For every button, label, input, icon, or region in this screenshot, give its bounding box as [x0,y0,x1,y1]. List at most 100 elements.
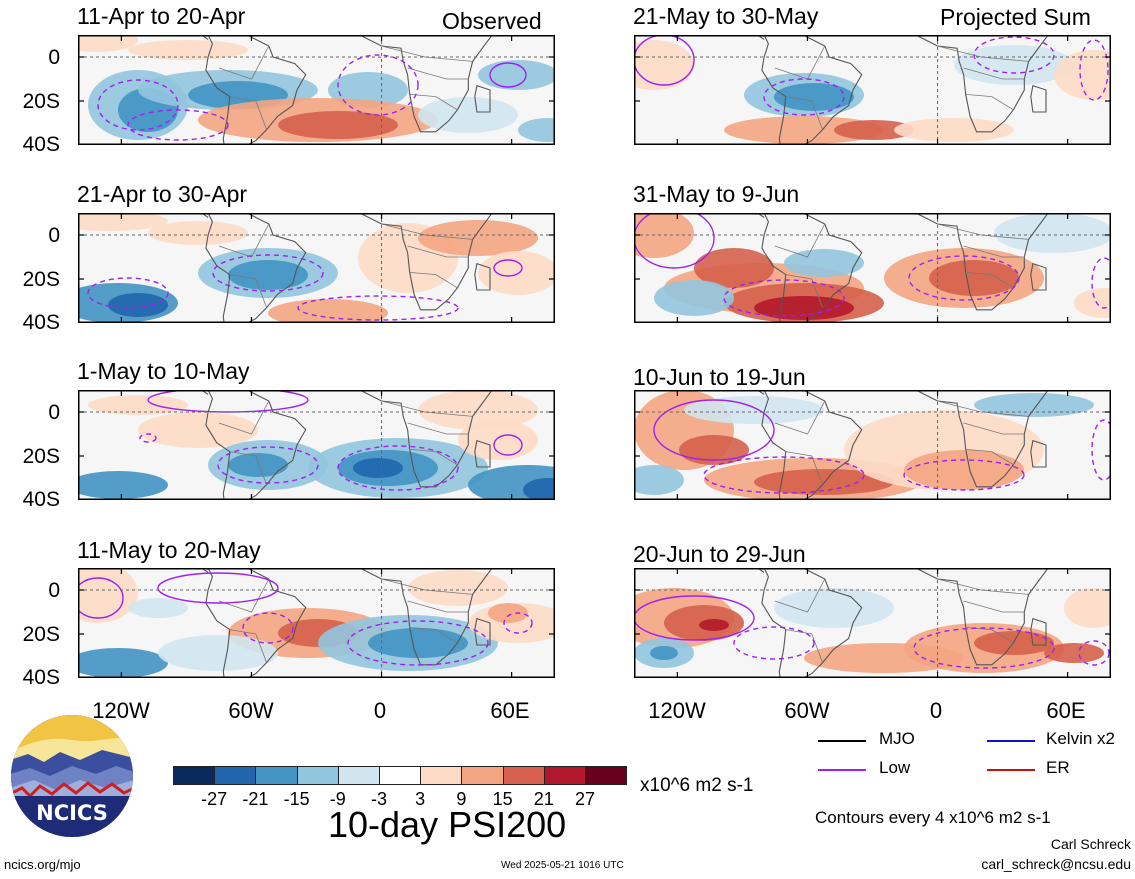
country-border [218,223,270,258]
colorbar-tick-label: 27 [574,789,596,809]
ncics-logo: NCICS [11,715,133,837]
coastline [761,390,863,500]
coastline [1030,84,1047,113]
country-border [381,578,473,595]
legend-line-er [987,769,1035,771]
country-border [937,45,1029,62]
map-panel-7 [634,390,1111,500]
country-border [937,223,1029,240]
low-frequency-contour [903,459,1025,491]
country-border [407,600,469,613]
low-frequency-contour [337,54,419,116]
country-border [229,451,267,485]
colorbar-tick-label: 3 [415,789,426,809]
coastline [205,35,307,145]
low-frequency-contour [1091,257,1111,309]
anomaly-region [699,619,729,631]
low-frequency-contour [78,577,124,619]
anomaly-region [650,646,678,660]
country-border [774,578,826,613]
anomaly-region [634,40,694,90]
country-border [381,45,473,62]
anomaly-region [268,299,388,323]
low-frequency-contour [763,78,845,116]
colorbar-cell [214,766,257,785]
low-frequency-contour [1079,39,1109,101]
low-frequency-contour [634,595,755,641]
chart-title: 10-day PSI200 [328,804,567,845]
country-border [774,223,826,258]
anomaly-region [929,260,1019,296]
y-tick-20s-panel4: 20S [22,623,60,646]
colorbar-tick-label: -3 [370,789,388,809]
country-border [963,422,1025,435]
anomaly-region [1074,288,1111,318]
map-panel-8 [634,568,1111,678]
country-border [785,451,823,485]
y-tick-20s-panel2: 20S [22,268,60,291]
low-frequency-contour [87,277,169,309]
y-tick-20s-panel1: 20S [22,90,60,113]
x-tick-120w-right: 120W [648,698,706,723]
country-border [963,67,1025,80]
colorbar-cell [543,766,586,785]
country-border [965,449,1014,466]
country-border [218,400,270,435]
coastline [761,35,863,145]
anomaly-region [694,248,774,288]
low-frequency-contour [217,446,319,484]
low-frequency-contour [703,456,865,494]
anomaly-region [78,568,138,623]
colorbar-tick-label: -9 [329,789,346,809]
low-frequency-contour [127,109,229,141]
country-border [409,449,458,466]
coastline [358,35,493,133]
anomaly-region [1054,50,1111,100]
legend-label-kelvin: Kelvin x2 [1046,729,1115,748]
colorbar-cell [585,766,628,785]
map-frame [634,568,1111,678]
anomaly-region [78,35,138,52]
coastline [474,262,491,291]
coastline [358,213,493,311]
country-border [381,223,473,240]
low-frequency-contour [347,620,489,666]
country-border [229,96,267,130]
low-frequency-contour [489,62,527,88]
anomaly-region [774,588,894,628]
anomaly-region [994,213,1111,253]
map-panel-6 [634,213,1111,323]
country-border [409,627,458,644]
anomaly-region [138,412,258,448]
country-border [937,578,1029,595]
map-panel-4 [78,568,555,678]
low-frequency-contour [913,627,1055,669]
low-frequency-contour [634,35,695,86]
low-frequency-contour [1078,640,1110,666]
y-tick-40s-panel1: 40S [22,133,60,156]
coastline [358,390,493,488]
map-frame [78,213,555,323]
y-tick-0-panel4: 0 [48,579,60,602]
anomaly-region [774,83,854,111]
x-tick-0-left: 0 [373,698,387,723]
y-tick-40s-panel3: 40S [22,488,60,511]
map-frame [634,390,1111,500]
anomaly-region [523,478,555,500]
low-frequency-contour [242,612,294,644]
anomaly-region [634,465,684,495]
colorbar-cell [173,766,216,785]
colorbar-tick-label: 9 [456,789,467,809]
low-frequency-contour [503,612,533,634]
anomaly-region [518,118,555,142]
low-frequency-contour [733,626,815,660]
panel-title-4: 11-May to 20-May [77,537,261,563]
low-frequency-contour [157,572,279,604]
map-panel-1 [78,35,555,145]
anomaly-region [724,116,884,144]
anomaly-region [228,260,308,290]
coastline [914,390,1049,488]
coastline [756,390,765,395]
country-border [409,272,458,289]
coastline [1030,439,1047,468]
